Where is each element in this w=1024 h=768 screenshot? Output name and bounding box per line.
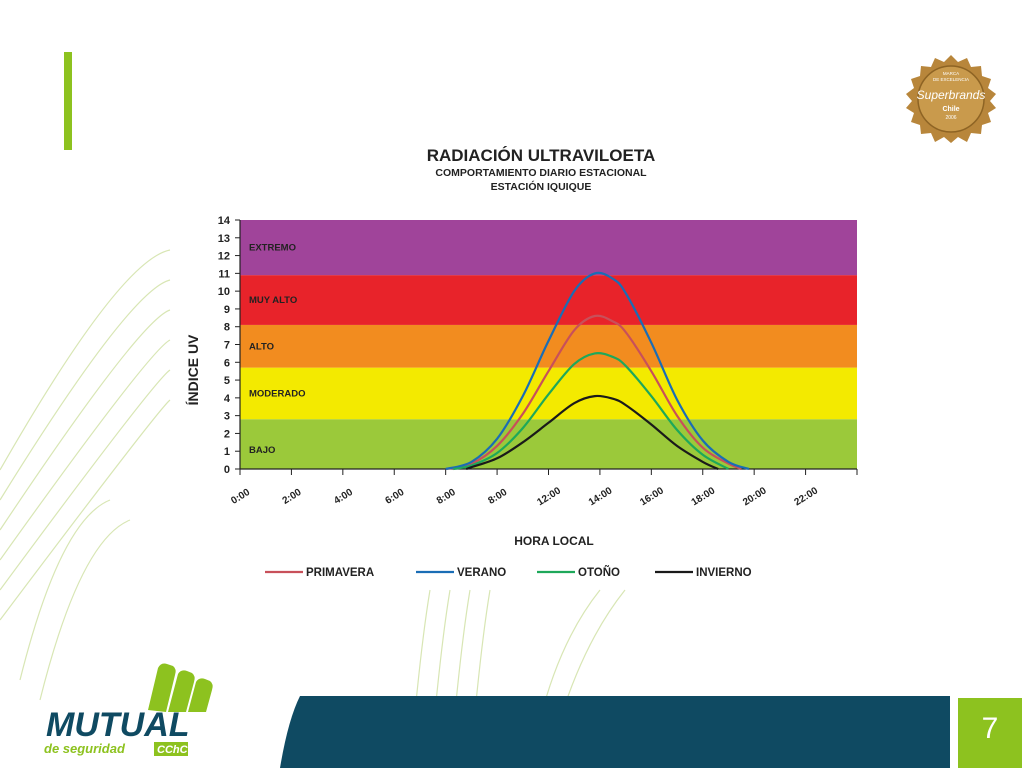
y-tick-label: 6	[224, 357, 230, 369]
chart-title: RADIACIÓN ULTRAVILOETA	[427, 146, 656, 165]
series-line-invierno	[465, 394, 719, 471]
y-tick-label: 4	[224, 393, 231, 405]
logo-tagline: de seguridad	[44, 741, 126, 756]
badge-brand: Superbrands	[917, 88, 986, 102]
y-tick-label: 13	[218, 233, 230, 245]
y-tick-label: 0	[224, 464, 230, 476]
page-number-box	[958, 698, 1022, 768]
uv-band-muy-alto	[240, 275, 857, 325]
chart-subtitle-2: ESTACIÓN IQUIQUE	[491, 180, 592, 193]
band-label: ALTO	[249, 341, 274, 352]
logo-org: CChC	[157, 744, 189, 756]
series-line-otono	[453, 352, 730, 471]
logo-name: MUTUAL	[46, 706, 190, 744]
y-axis-label: ÍNDICE UV	[185, 334, 201, 405]
band-label: EXTREMO	[249, 243, 296, 254]
series-line-primavera	[445, 314, 742, 471]
band-label: BAJO	[249, 445, 275, 456]
x-axis-label: HORA LOCAL	[514, 534, 594, 548]
band-label: MODERADO	[249, 388, 305, 399]
y-tick-label: 2	[224, 428, 230, 440]
badge-year: 2006	[945, 115, 956, 121]
y-tick-label: 5	[224, 375, 230, 387]
uv-band-extremo	[240, 220, 857, 276]
uv-band-alto	[240, 324, 857, 368]
series-line-verano	[445, 271, 750, 471]
y-tick-label: 12	[218, 251, 230, 263]
y-tick-label: 1	[224, 446, 230, 458]
legend-label: INVIERNO	[696, 567, 752, 579]
page-number: 7	[981, 712, 999, 745]
mutual-logo: MUTUAL de seguridad CChC	[44, 663, 213, 756]
y-tick-label: 14	[218, 215, 231, 227]
accent-bar	[64, 52, 72, 150]
superbrands-badge: MARCA DE EXCELENCIA Superbrands Chile 20…	[906, 55, 996, 143]
logo-mark-icon	[148, 663, 213, 712]
y-tick-label: 8	[224, 322, 230, 334]
band-label: MUY ALTO	[249, 295, 297, 306]
badge-line2: DE EXCELENCIA	[933, 77, 969, 82]
y-tick-label: 11	[218, 268, 230, 280]
y-tick-label: 10	[218, 286, 230, 298]
uv-band-bajo	[240, 419, 857, 469]
legend-label: OTOÑO	[578, 566, 620, 579]
chart-subtitle: COMPORTAMIENTO DIARIO ESTACIONAL	[435, 167, 647, 179]
badge-country: Chile	[942, 106, 959, 113]
y-tick-label: 3	[224, 411, 230, 423]
legend-label: VERANO	[457, 567, 506, 579]
legend-label: PRIMAVERA	[306, 567, 374, 579]
y-tick-label: 9	[224, 304, 230, 316]
y-tick-label: 7	[224, 340, 230, 352]
badge-line1: MARCA	[943, 71, 959, 76]
